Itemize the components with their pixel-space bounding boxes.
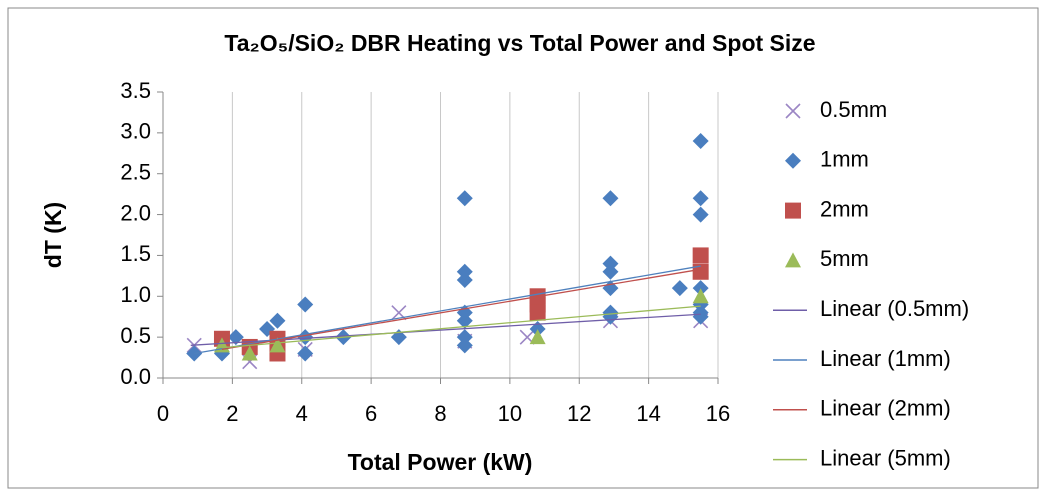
legend-label: Linear (1mm): [820, 346, 951, 371]
point: [529, 329, 546, 345]
point: [692, 206, 709, 223]
point: [692, 280, 709, 297]
y-tick-label: 3.5: [120, 78, 151, 103]
x-tick-label: 0: [157, 401, 169, 426]
point: [692, 247, 709, 264]
y-tick-label: 1.5: [120, 241, 151, 266]
legend-swatch: [785, 202, 801, 219]
point: [692, 190, 709, 207]
x-tick-label: 2: [226, 401, 238, 426]
trendline: [221, 268, 701, 351]
point: [602, 255, 619, 272]
y-tick-label: 3.0: [120, 119, 151, 144]
legend-label: 0.5mm: [820, 97, 887, 122]
x-tick-label: 14: [636, 401, 660, 426]
y-tick-label: 0.0: [120, 364, 151, 389]
x-tick-label: 12: [567, 401, 591, 426]
x-tick-label: 6: [365, 401, 377, 426]
point: [456, 337, 473, 354]
chart-frame: [7, 7, 1039, 489]
legend-label: 5mm: [820, 246, 869, 271]
x-tick-label: 16: [706, 401, 730, 426]
point: [692, 263, 709, 280]
point: [602, 263, 619, 280]
y-tick-label: 0.5: [120, 323, 151, 348]
point: [692, 308, 709, 325]
legend-label: Linear (0.5mm): [820, 296, 969, 321]
legend-label: 1mm: [820, 147, 869, 172]
point: [269, 312, 286, 329]
x-tick-label: 10: [498, 401, 522, 426]
chart-title: Ta₂O₅/SiO₂ DBR Heating vs Total Power an…: [224, 30, 815, 56]
point: [297, 296, 314, 313]
x-tick-label: 8: [434, 401, 446, 426]
legend-label: 2mm: [820, 196, 869, 221]
point: [227, 329, 244, 346]
point: [456, 190, 473, 207]
legend-swatch: [785, 252, 801, 268]
point: [456, 329, 473, 346]
point: [269, 337, 286, 353]
point: [602, 190, 619, 207]
point: [241, 345, 258, 361]
point: [529, 304, 546, 321]
point: [602, 308, 619, 325]
point: [692, 288, 709, 304]
point: [692, 133, 709, 150]
legend-label: Linear (5mm): [820, 445, 951, 470]
point: [297, 345, 314, 362]
point: [456, 312, 473, 329]
legend-swatch: [785, 152, 801, 169]
legend-swatch: [785, 103, 801, 119]
point: [671, 280, 688, 297]
trendline: [194, 265, 701, 355]
point: [456, 271, 473, 288]
x-tick-label: 4: [296, 401, 308, 426]
legend-label: Linear (2mm): [820, 396, 951, 421]
y-tick-label: 1.0: [120, 282, 151, 307]
y-axis-label: dT (K): [40, 202, 66, 268]
y-tick-label: 2.0: [120, 200, 151, 225]
point: [456, 263, 473, 280]
y-tick-label: 2.5: [120, 160, 151, 185]
trendline: [221, 305, 701, 349]
x-axis-label: Total Power (kW): [348, 449, 533, 475]
